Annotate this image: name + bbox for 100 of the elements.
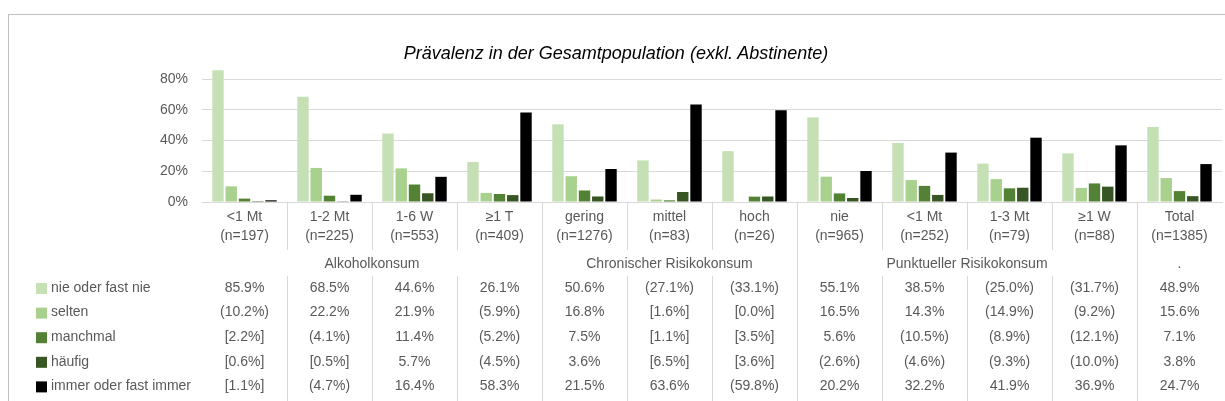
data-label: [2.2%] — [224, 328, 265, 345]
data-label: (9.2%) — [1073, 303, 1116, 320]
data-label: 22.2% — [309, 303, 350, 320]
bar — [578, 190, 591, 202]
data-label: 7.5% — [568, 328, 601, 345]
data-label: 5.6% — [823, 328, 856, 345]
x-tick-label: <1 Mt (n=252) — [900, 207, 949, 243]
data-label: [1.1%] — [649, 328, 690, 345]
bar — [847, 198, 859, 202]
bar — [905, 180, 917, 202]
bar — [1088, 183, 1101, 202]
bar — [918, 185, 931, 202]
data-label: 38.5% — [904, 278, 945, 295]
x-tick-label: 1-6 W (n=553) — [390, 207, 439, 243]
data-label: [6.5%] — [649, 352, 690, 369]
legend-label: immer oder fast immer — [51, 377, 192, 394]
x-tick-label: gering (n=1276) — [556, 207, 613, 243]
data-label: 68.5% — [309, 278, 350, 295]
data-label: (8.9%) — [988, 328, 1031, 345]
data-label: (4.1%) — [308, 328, 351, 345]
data-label: [3.5%] — [734, 328, 775, 345]
data-label: (59.8%) — [729, 377, 780, 394]
y-tick-label: 40% — [159, 131, 188, 148]
data-label: (27.1%) — [644, 278, 695, 295]
data-label: (12.1%) — [1069, 328, 1120, 345]
bar — [1017, 187, 1029, 202]
bar — [552, 124, 564, 202]
x-tick-label: hoch (n=26) — [734, 207, 775, 243]
text: Chronischer Risikokonsum — [586, 254, 753, 271]
bar — [1187, 196, 1199, 202]
bar — [677, 192, 689, 202]
bar — [382, 133, 394, 202]
data-label: 16.4% — [394, 377, 435, 394]
x-tick-label: ≥1 W (n=88) — [1074, 207, 1115, 243]
data-label: (9.3%) — [988, 352, 1031, 369]
bar — [1200, 164, 1212, 202]
bar — [565, 176, 577, 202]
bar — [1115, 145, 1127, 202]
data-label: 32.2% — [904, 377, 945, 394]
bar — [310, 167, 322, 202]
bar — [493, 194, 506, 202]
text: . — [1177, 254, 1182, 271]
data-label: 11.4% — [395, 328, 434, 345]
data-label: (10.5%) — [899, 328, 950, 345]
x-tick-label: Total (n=1385) — [1151, 207, 1208, 243]
data-label: (31.7%) — [1069, 278, 1120, 295]
x-tick-label: <1 Mt (n=197) — [220, 207, 269, 243]
data-label: 16.5% — [819, 303, 860, 320]
bar — [323, 195, 336, 202]
bar — [520, 112, 532, 202]
data-label: 55.1% — [819, 278, 860, 295]
data-label: 15.6% — [1159, 303, 1200, 320]
data-label: [0.0%] — [734, 303, 775, 320]
bar — [775, 110, 787, 202]
data-label: 14.3% — [904, 303, 945, 320]
data-label: 50.6% — [564, 278, 605, 295]
bar — [238, 198, 251, 202]
data-label: (33.1%) — [729, 278, 780, 295]
data-label: 36.9% — [1074, 377, 1115, 394]
bar — [977, 163, 989, 202]
bar — [422, 193, 434, 202]
data-label: (25.0%) — [984, 278, 1035, 295]
data-label: 41.9% — [989, 377, 1030, 394]
data-label: 26.1% — [479, 278, 520, 295]
legend-label: selten — [51, 303, 89, 320]
bar — [990, 179, 1002, 202]
y-tick-label: 60% — [159, 100, 188, 117]
data-label: 58.3% — [479, 377, 520, 394]
x-tick-label: 1-2 Mt (n=225) — [305, 207, 354, 243]
data-label: [1.6%] — [649, 303, 690, 320]
data-label: [0.6%] — [224, 352, 265, 369]
data-label: (10.2%) — [219, 303, 270, 320]
bar — [350, 194, 362, 202]
bar — [1003, 188, 1016, 202]
bar — [1062, 153, 1074, 202]
data-label: 21.5% — [564, 377, 605, 394]
data-label: (5.9%) — [478, 303, 521, 320]
data-label: 3.6% — [568, 352, 601, 369]
bar — [1160, 178, 1172, 202]
data-label: 48.9% — [1159, 278, 1200, 295]
text: Punktueller Risikokonsum — [886, 254, 1048, 271]
bar — [225, 186, 237, 202]
bar — [435, 176, 447, 202]
bar — [507, 195, 519, 202]
data-label: (4.5%) — [478, 352, 521, 369]
bar — [748, 196, 761, 202]
text: Alkoholkonsum — [324, 254, 420, 271]
data-label: (4.7%) — [308, 377, 351, 394]
data-label: 3.8% — [1163, 352, 1196, 369]
data-label: (2.6%) — [818, 352, 861, 369]
bar — [690, 104, 702, 202]
x-tick-label: mittel (n=83) — [649, 207, 690, 243]
bar — [395, 168, 407, 202]
bar — [408, 184, 421, 202]
bar — [480, 192, 492, 202]
bar — [467, 161, 479, 202]
bar — [807, 117, 819, 202]
data-label: 24.7% — [1159, 377, 1200, 394]
bar — [1147, 126, 1159, 202]
bar — [833, 193, 846, 202]
